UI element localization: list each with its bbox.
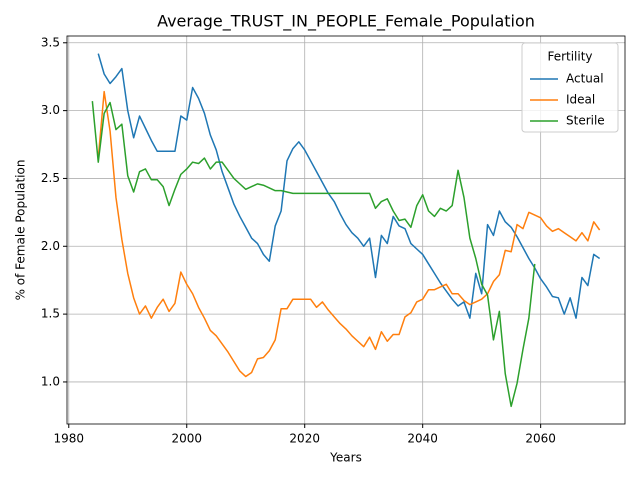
legend-box [521, 42, 619, 133]
y-axis-label: % of Female Population [14, 160, 28, 301]
legend-title: Fertility [547, 50, 592, 64]
chart-title: Average_TRUST_IN_PEOPLE_Female_Populatio… [157, 12, 535, 32]
legend-label: Ideal [566, 93, 595, 107]
y-tick-label: 1.5 [41, 307, 60, 321]
y-tick-label: 2.0 [41, 239, 60, 253]
x-tick-label: 2060 [525, 432, 556, 446]
x-tick-label: 2040 [407, 432, 438, 446]
line-series [91, 101, 536, 408]
legend: Fertility Actual Ideal Sterile [521, 42, 619, 133]
x-tick-label: 1980 [53, 432, 84, 446]
x-tick-label: 2000 [171, 432, 202, 446]
y-tick-label: 2.5 [41, 171, 60, 185]
y-tick-label: 3.5 [41, 35, 60, 49]
line-series [97, 90, 601, 378]
x-axis-label: Years [329, 451, 362, 465]
x-tick-label: 2020 [289, 432, 320, 446]
line-series [97, 53, 601, 319]
plot-frame [66, 35, 626, 425]
y-tick-label: 1.0 [41, 374, 60, 388]
legend-label: Sterile [566, 114, 605, 128]
y-tick-label: 3.0 [41, 103, 60, 117]
legend-label: Actual [566, 72, 604, 86]
